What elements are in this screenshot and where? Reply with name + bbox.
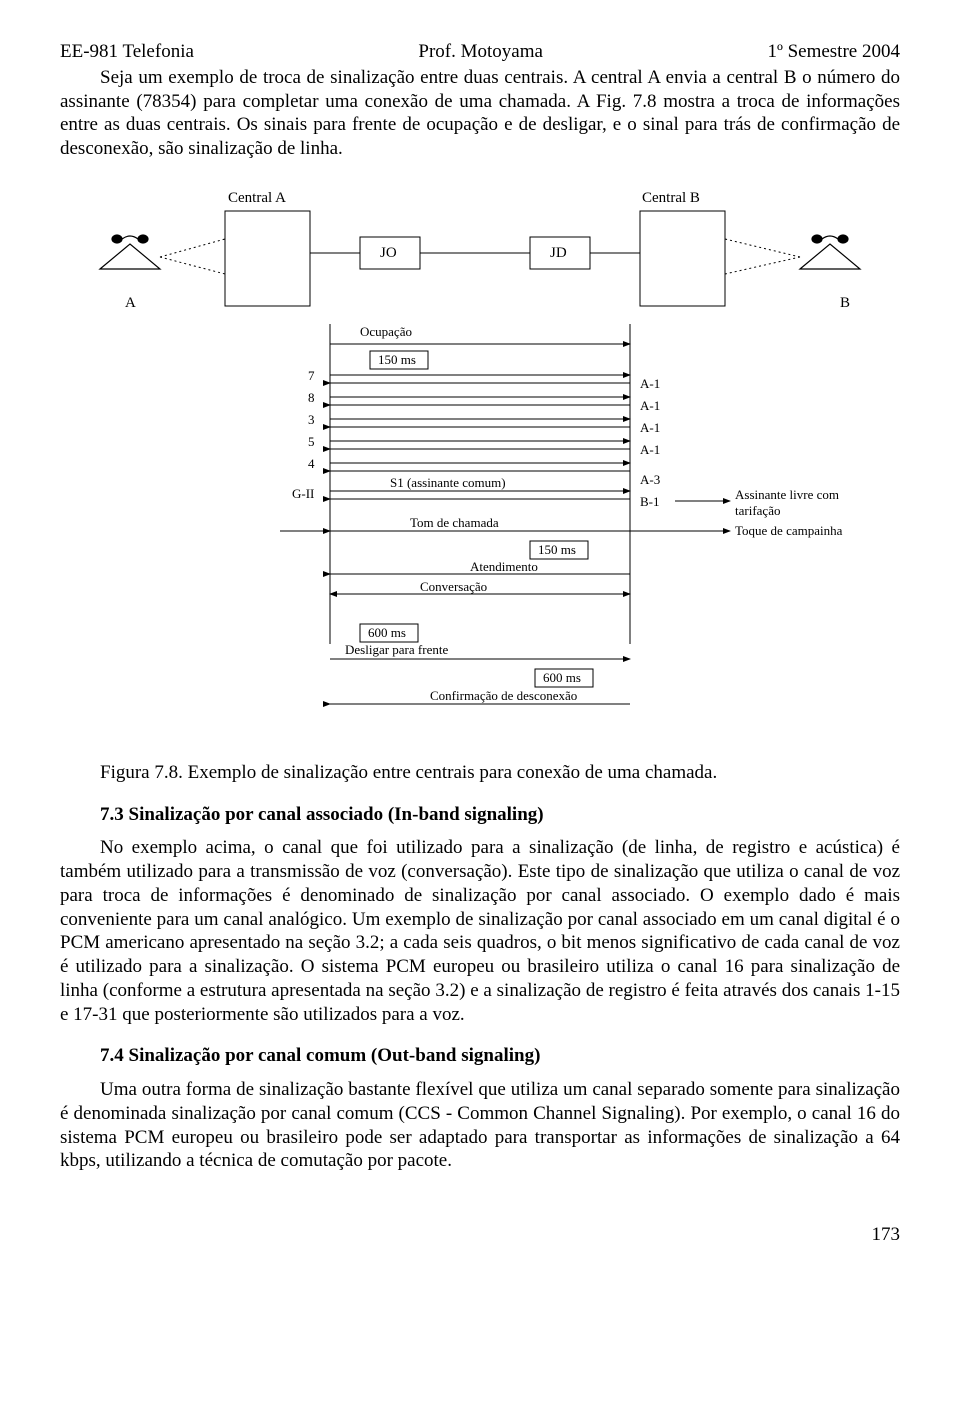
page-header: EE-981 Telefonia Prof. Motoyama 1º Semes… [60,40,900,64]
label-600ms-1: 600 ms [368,625,406,641]
label-a3: A-3 [640,472,660,488]
diagram-svg [70,179,890,739]
label-tom: Tom de chamada [410,515,499,531]
label-atend: Atendimento [470,559,538,575]
intro-paragraph: Seja um exemplo de troca de sinalização … [60,66,900,161]
digit-7: 7 [308,368,315,384]
label-toque: Toque de campainha [735,523,842,539]
label-jd: JD [550,244,567,263]
section-7-3-title: 7.3 Sinalização por canal associado (In-… [60,803,900,827]
label-a: A [125,294,136,313]
label-tarifacao: tarifação [735,503,780,519]
label-jo: JO [380,244,397,263]
label-central-a: Central A [228,189,286,208]
label-central-b: Central B [642,189,700,208]
label-a1-2: A-1 [640,398,660,414]
header-left: EE-981 Telefonia [60,40,194,64]
label-150ms-bottom: 150 ms [538,542,576,558]
label-s1: S1 (assinante comum) [390,475,506,491]
label-b1: B-1 [640,494,660,510]
header-right: 1º Semestre 2004 [767,40,900,64]
section-7-4-body: Uma outra forma de sinalização bastante … [60,1078,900,1173]
label-confirm: Confirmação de desconexão [430,688,577,704]
label-conv: Conversação [420,579,487,595]
label-assinante-livre: Assinante livre com [735,487,839,503]
digit-5: 5 [308,434,315,450]
label-desligar: Desligar para frente [345,642,448,658]
section-7-4-title: 7.4 Sinalização por canal comum (Out-ban… [60,1044,900,1068]
digit-3: 3 [308,412,315,428]
page-number: 173 [60,1223,900,1247]
label-a1-1: A-1 [640,376,660,392]
section-7-3-body: No exemplo acima, o canal que foi utiliz… [60,836,900,1026]
label-a1-4: A-1 [640,442,660,458]
digit-8: 8 [308,390,315,406]
label-ocupacao: Ocupação [360,324,412,340]
label-gii: G-II [292,486,314,502]
label-150ms-top: 150 ms [378,352,416,368]
figure-caption: Figura 7.8. Exemplo de sinalização entre… [60,761,900,785]
label-b: B [840,294,850,313]
digit-4: 4 [308,456,315,472]
label-a1-3: A-1 [640,420,660,436]
header-center: Prof. Motoyama [418,40,543,64]
label-600ms-2: 600 ms [543,670,581,686]
signaling-diagram: Central A Central B JO JD A B Ocupação 1… [70,179,890,739]
